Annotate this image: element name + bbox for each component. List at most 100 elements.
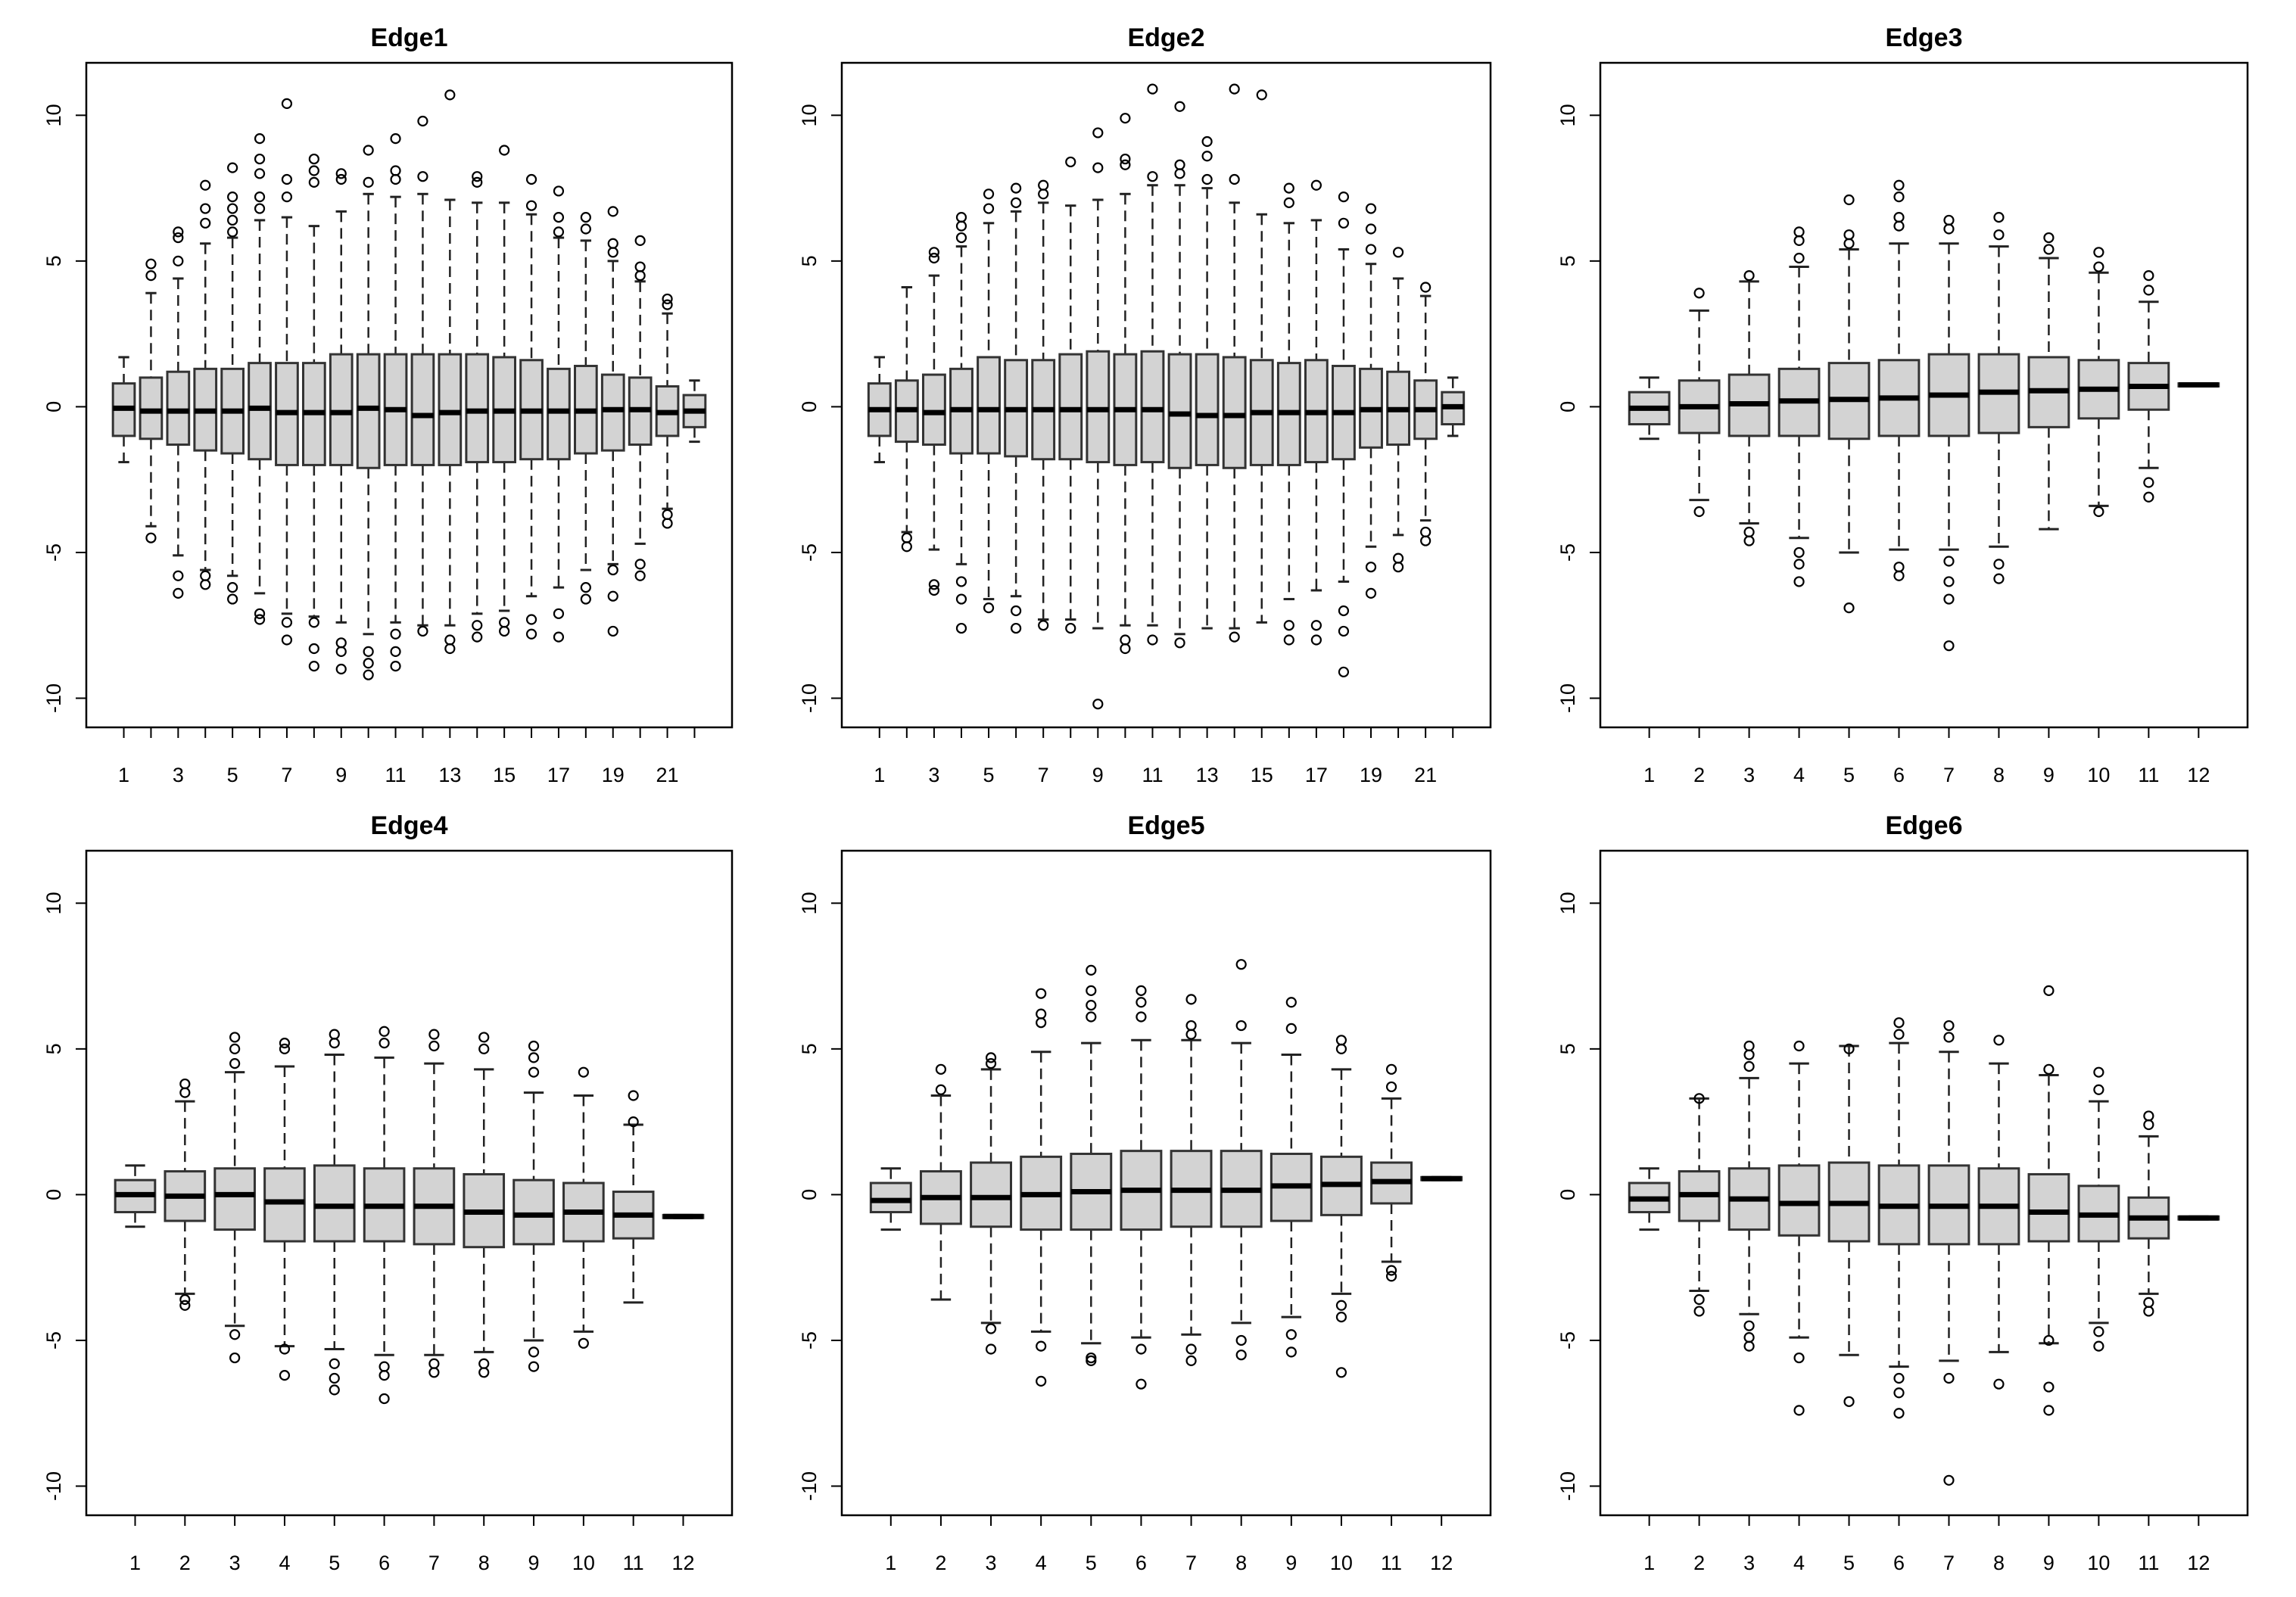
outlier-point: [1065, 156, 1076, 168]
box-12: [410, 115, 435, 637]
box-11: [1370, 1063, 1413, 1282]
outlier-point: [1136, 1343, 1147, 1355]
box-2: [894, 286, 919, 553]
outlier-point: [2043, 232, 2055, 244]
outlier-point: [1338, 191, 1350, 203]
x-tick-label: 19: [1360, 764, 1382, 786]
box-7: [413, 1029, 456, 1378]
outlier-point: [1392, 247, 1404, 258]
outlier-point: [254, 608, 266, 619]
x-tick-label: 1: [118, 764, 129, 786]
x-tick-label: 5: [227, 764, 238, 786]
box-iqr: [970, 1161, 1013, 1228]
outlier-point: [1229, 83, 1240, 95]
outlier-point: [1793, 252, 1805, 264]
outlier-point: [1335, 1367, 1347, 1378]
x-tick-label: 6: [1136, 1552, 1147, 1574]
outlier-point: [1201, 173, 1213, 185]
outlier-point: [1693, 288, 1705, 299]
outlier-point: [1793, 235, 1805, 247]
box-5: [977, 188, 1001, 614]
box-12: [2177, 1215, 2220, 1221]
outlier-point: [1086, 1011, 1097, 1023]
box-7: [1927, 1020, 1970, 1486]
outlier-point: [2093, 261, 2104, 272]
plot-frame: [85, 61, 734, 729]
outlier-point: [580, 223, 591, 235]
box-13: [438, 89, 463, 655]
y-tick-label: -5: [798, 1331, 821, 1350]
x-tick-label: 12: [1430, 1552, 1453, 1574]
x-tick-label: 5: [1843, 1552, 1855, 1574]
box-iqr: [166, 370, 191, 446]
outlier-point: [662, 518, 673, 529]
outlier-point: [935, 1063, 947, 1075]
outlier-point: [2093, 1326, 2104, 1337]
y-tick-label: 5: [42, 1043, 65, 1054]
outlier-point: [279, 1043, 291, 1054]
outlier-point: [1365, 562, 1377, 573]
outlier-point: [662, 299, 673, 310]
outlier-point: [1793, 576, 1805, 587]
outlier-point: [229, 1352, 241, 1364]
outlier-point: [528, 1052, 540, 1063]
outlier-point: [525, 614, 537, 625]
y-tick-label: 5: [1556, 255, 1579, 266]
plot-frame: [840, 849, 1492, 1517]
outlier-point: [145, 270, 157, 282]
outlier-point: [553, 631, 565, 643]
outlier-point: [1693, 1093, 1705, 1104]
x-tick-label: 3: [1743, 1552, 1755, 1574]
outlier-point: [308, 165, 319, 176]
x-tick-label: 13: [438, 764, 461, 786]
outlier-point: [472, 176, 483, 188]
outlier-point: [200, 579, 211, 590]
outlier-point: [1693, 1293, 1705, 1306]
y-tick-label: -5: [1556, 543, 1579, 562]
y-tick-label: 5: [798, 1043, 821, 1054]
outlier-point: [2043, 1381, 2055, 1393]
outlier-point: [1092, 127, 1104, 139]
outlier-point: [928, 252, 940, 264]
outlier-point: [1065, 622, 1076, 634]
panel-title: Edge4: [370, 811, 447, 840]
outlier-point: [928, 247, 940, 258]
outlier-point: [179, 1300, 191, 1311]
outlier-point: [379, 1370, 390, 1381]
outlier-point: [1283, 197, 1294, 208]
outlier-point: [1843, 194, 1855, 206]
x-tick-label: 5: [329, 1552, 340, 1574]
outlier-point: [1036, 1340, 1047, 1352]
outlier-point: [428, 1040, 440, 1052]
outlier-point: [379, 1038, 390, 1049]
y-tick-label: -10: [42, 1471, 65, 1501]
box-14: [1222, 83, 1247, 643]
box-iqr: [313, 1164, 356, 1243]
outlier-point: [1235, 1020, 1247, 1032]
y-tick-label: -10: [798, 683, 821, 713]
box-6: [1877, 179, 1921, 581]
y-tick-label: 10: [1556, 892, 1579, 914]
outlier-point: [628, 1090, 639, 1101]
outlier-point: [1793, 1405, 1805, 1416]
outlier-point: [1285, 997, 1297, 1008]
panel-title: Edge5: [1127, 811, 1204, 840]
x-tick-label: 3: [928, 764, 939, 786]
x-tick-label: 7: [281, 764, 292, 786]
outlier-point: [928, 579, 940, 590]
box-21: [1413, 282, 1438, 546]
box-5: [1827, 194, 1871, 614]
x-tick-label: 6: [379, 1552, 390, 1574]
outlier-point: [1185, 1343, 1197, 1355]
x-tick-label: 1: [885, 1552, 896, 1574]
box-9: [1269, 997, 1313, 1358]
outlier-point: [281, 191, 293, 203]
x-tick-label: 10: [572, 1552, 595, 1574]
outlier-point: [1843, 1043, 1855, 1054]
box-11: [2127, 270, 2170, 503]
outlier-point: [1120, 159, 1131, 170]
outlier-point: [478, 1032, 490, 1043]
outlier-point: [478, 1358, 490, 1369]
outlier-point: [634, 559, 646, 570]
